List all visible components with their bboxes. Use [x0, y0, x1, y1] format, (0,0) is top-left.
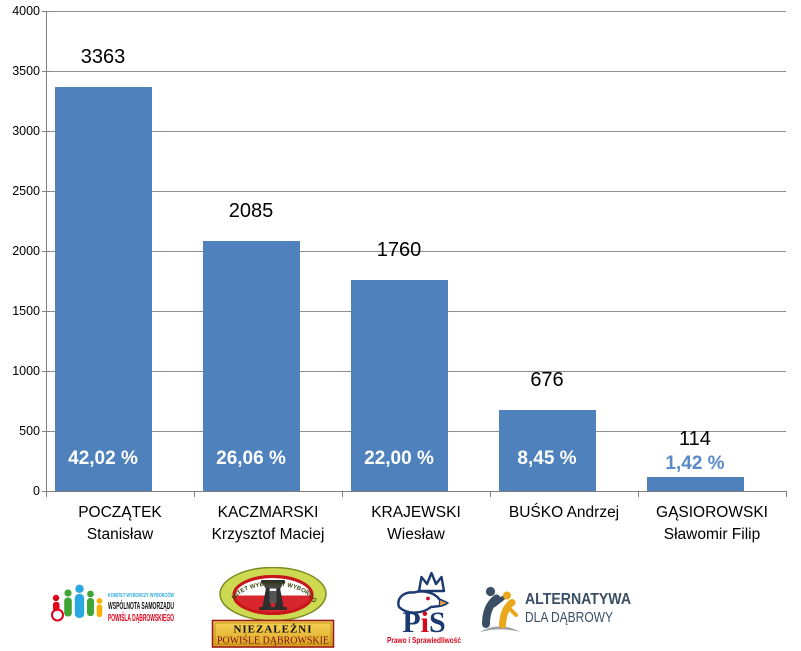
category-label-line: POCZĄTEK — [78, 504, 162, 521]
y-axis-label: 2500 — [12, 184, 40, 198]
wspolnota-committee-line: KOMITET WYBORCZY WYBORCÓW — [108, 591, 174, 599]
wspolnota-region-line: POWIŚLA DĄBROWSKIEGO — [108, 611, 174, 624]
monument-emblem-icon — [259, 580, 287, 610]
y-axis-label: 4000 — [12, 4, 40, 18]
bar — [646, 477, 744, 491]
alternatywa-subtitle: DLA DĄBROWY — [525, 610, 613, 626]
bar-value-label: 2085 — [228, 199, 274, 222]
bar — [350, 279, 448, 491]
y-axis-label: 500 — [19, 424, 40, 438]
category-label-line: KRAJEWSKI — [371, 504, 461, 521]
x-axis-tick — [194, 491, 195, 497]
bar-value-label: 3363 — [80, 46, 126, 69]
gridline — [46, 250, 786, 252]
gridline — [46, 130, 786, 132]
category-label: KACZMARSKI Krzysztof Maciej — [188, 502, 348, 546]
category-label-line: BUŚKO Andrzej — [508, 504, 620, 521]
category-label-line: Krzysztof Maciej — [211, 526, 325, 543]
category-label: POCZĄTEK Stanisław — [40, 502, 200, 546]
logo-niezalezni: KOMITET WYBORCZY WYBORCÓW NIEZALEŻNI POW… — [206, 563, 337, 650]
x-axis-tick — [490, 491, 491, 497]
gridline — [46, 10, 786, 12]
niezalezni-name: NIEZALEŻNI — [233, 624, 312, 636]
alternatywa-figures-icon — [480, 586, 520, 632]
category-label: KRAJEWSKI Wiesław — [336, 502, 496, 546]
logo-alternatywa: ALTERNATYWA DLA DĄBROWY — [477, 582, 639, 636]
pis-eagle-crown-icon — [397, 571, 450, 614]
bar — [202, 240, 300, 491]
y-axis-label: 2000 — [12, 244, 40, 258]
y-axis-line — [46, 11, 47, 491]
bar-percent-label: 22,00 % — [364, 448, 434, 469]
category-label-line: Sławomir Filip — [663, 526, 761, 543]
alternatywa-title: ALTERNATYWA — [525, 591, 631, 608]
category-label: GĄSIOROWSKI Sławomir Filip — [632, 502, 792, 546]
bar-percent-label: 42,02 % — [68, 448, 138, 469]
x-axis-tick — [342, 491, 343, 497]
pis-subtitle: Prawo i Sprawiedliwość — [387, 635, 461, 645]
category-label: BUŚKO Andrzej — [484, 502, 644, 524]
x-axis-tick — [46, 491, 47, 497]
niezalezni-region: POWIŚLE DĄBROWSKIE — [217, 635, 329, 647]
gridline — [46, 190, 786, 192]
y-axis-label: 1500 — [12, 304, 40, 318]
category-label-line: GĄSIOROWSKI — [656, 504, 768, 521]
bar-value-label: 676 — [530, 368, 564, 391]
category-label-line: Wiesław — [387, 526, 445, 543]
category-label-line: Stanisław — [86, 526, 154, 543]
logo-pis: PiS Prawo i Sprawiedliwość — [384, 569, 464, 647]
bar — [498, 409, 596, 491]
pis-acronym: PiS — [402, 606, 445, 639]
x-axis-tick — [786, 491, 787, 497]
y-axis-label: 0 — [33, 484, 40, 498]
gridline — [46, 70, 786, 72]
bar-percent-label: 8,45 % — [517, 448, 577, 469]
bar-value-label: 114 — [679, 428, 711, 451]
x-axis-tick — [638, 491, 639, 497]
bar-percent-label: 1,42 % — [665, 453, 725, 475]
wspolnota-name-line: WSPÓLNOTA SAMORZĄDU — [108, 599, 174, 612]
y-axis-label: 3000 — [12, 124, 40, 138]
category-label-line: KACZMARSKI — [217, 504, 319, 521]
logo-wspolnota-samorzadu: KOMITET WYBORCZY WYBORCÓW WSPÓLNOTA SAMO… — [48, 584, 176, 628]
people-group-icon — [51, 584, 103, 622]
y-axis-label: 1000 — [12, 364, 40, 378]
x-axis-line — [46, 491, 786, 492]
bar-percent-label: 26,06 % — [216, 448, 286, 469]
bar-value-label: 1760 — [376, 238, 422, 261]
niezalezni-badge-icon: KOMITET WYBORCZY WYBORCÓW — [206, 563, 335, 648]
y-axis-label: 3500 — [12, 64, 40, 78]
bar — [54, 87, 152, 491]
